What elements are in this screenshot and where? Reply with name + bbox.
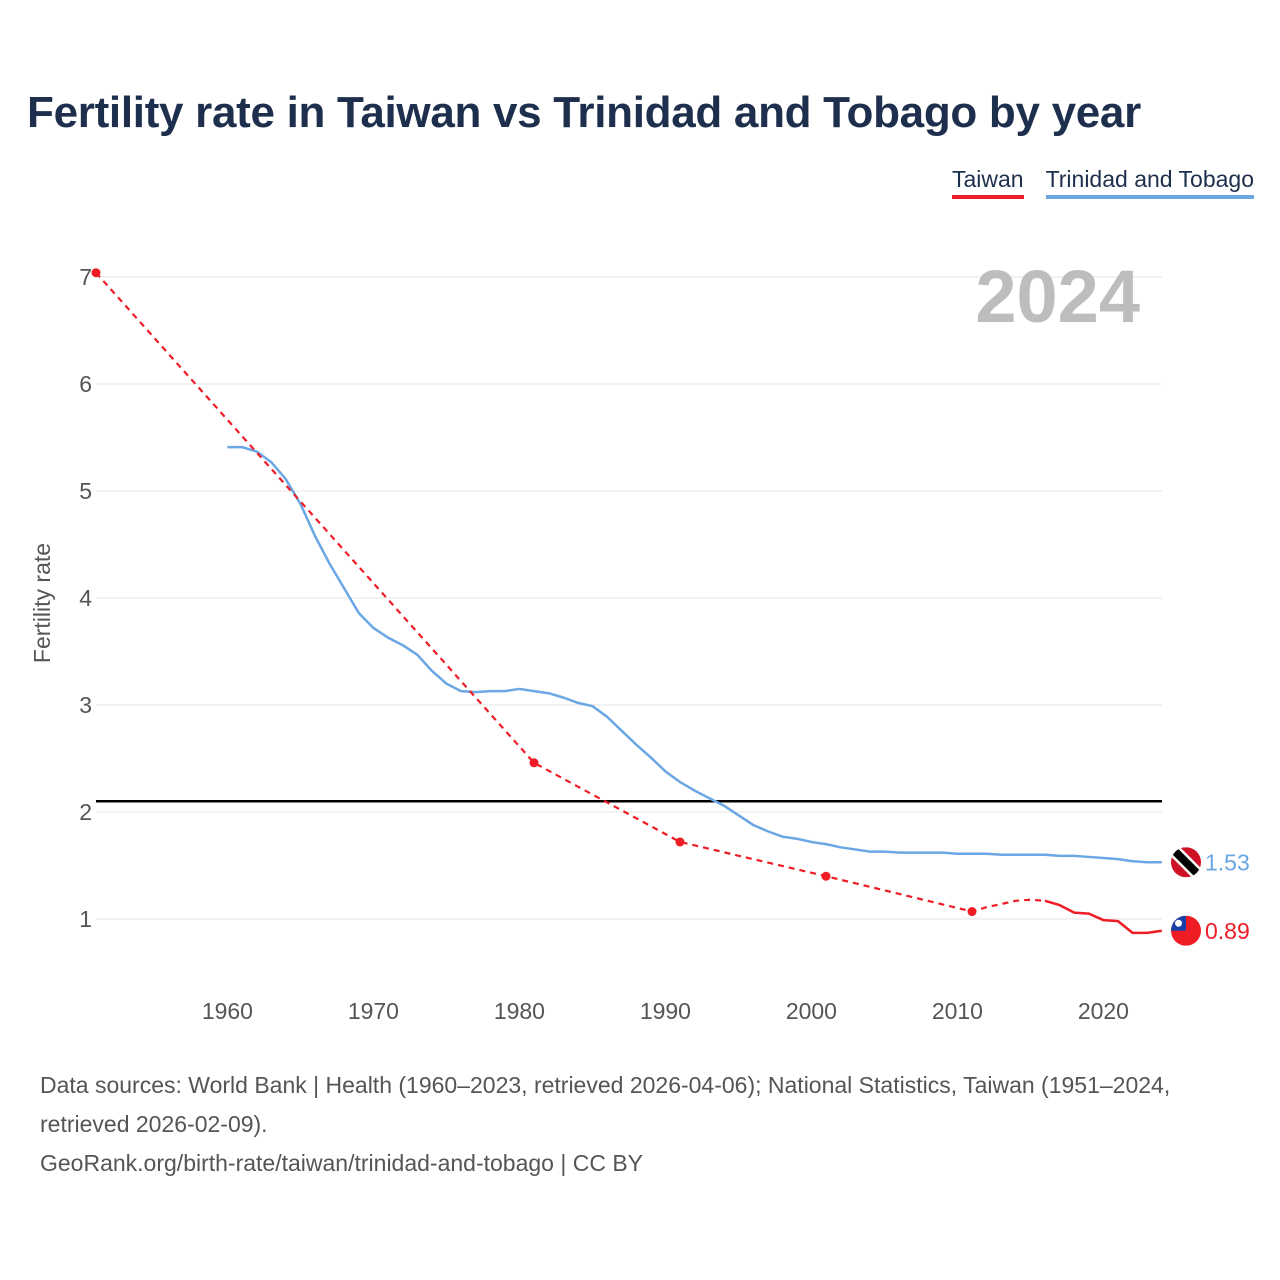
- series-line-taiwan-dashed: [95, 271, 1046, 913]
- taiwan-flag-sun: [1175, 919, 1182, 927]
- end-value-label-taiwan: 0.89: [1205, 918, 1250, 944]
- x-tick-label-2020: 2020: [1078, 998, 1129, 1024]
- trinidad-flag-black-band: [1171, 847, 1201, 878]
- x-tick-label-1970: 1970: [348, 998, 399, 1024]
- y-tick-label-5: 5: [79, 478, 92, 504]
- x-tick-label-1990: 1990: [640, 998, 691, 1024]
- current-year-watermark: 2024: [975, 255, 1140, 338]
- y-tick-label-1: 1: [79, 906, 92, 932]
- end-markers: 1.53 0.89: [1171, 847, 1250, 946]
- chart-title: Fertility rate in Taiwan vs Trinidad and…: [27, 88, 1141, 137]
- taiwan-flag-icon: [1171, 915, 1201, 946]
- x-tick-label-2010: 2010: [932, 998, 983, 1024]
- series-lines: [95, 271, 1162, 935]
- source-link[interactable]: GeoRank.org/birth-rate/taiwan/trinidad-a…: [40, 1150, 644, 1176]
- y-axis-ticks: 1 2 3 4 5 6 7: [79, 264, 92, 932]
- end-value-label-trinidad-and-tobago: 1.53: [1205, 849, 1250, 875]
- trinidad-flag-icon: [1171, 847, 1201, 878]
- x-tick-label-1960: 1960: [202, 998, 253, 1024]
- line-chart: 1 2 3 4 5 6 7 1960 1970 1980 1990 2000 2010 2020 Fer…: [29, 255, 1250, 1024]
- data-point-taiwan-2011: [967, 907, 977, 917]
- y-tick-label-7: 7: [79, 264, 92, 290]
- y-tick-label-3: 3: [79, 692, 92, 718]
- data-point-taiwan-1981: [529, 758, 539, 768]
- x-axis-ticks: 1960 1970 1980 1990 2000 2010 2020: [202, 998, 1129, 1024]
- x-tick-label-2000: 2000: [786, 998, 837, 1024]
- series-line-taiwan: [1044, 899, 1162, 935]
- data-point-taiwan-1951: [91, 268, 101, 278]
- census-markers: [91, 268, 977, 917]
- legend-item-trinidad-and-tobago[interactable]: Trinidad and Tobago: [1045, 166, 1254, 199]
- data-point-taiwan-1991: [675, 837, 685, 847]
- x-tick-label-1980: 1980: [494, 998, 545, 1024]
- footer: Data sources: World Bank | Health (1960–…: [40, 1066, 1250, 1183]
- y-tick-label-6: 6: [79, 371, 92, 397]
- gridlines: [96, 276, 1162, 920]
- series-line-trinidad-and-tobago: [227, 445, 1162, 864]
- legend: Taiwan Trinidad and Tobago: [951, 166, 1254, 199]
- y-axis-label: Fertility rate: [29, 543, 55, 663]
- y-tick-label-2: 2: [79, 799, 92, 825]
- data-point-taiwan-2001: [821, 871, 831, 881]
- legend-item-taiwan[interactable]: Taiwan: [951, 166, 1024, 199]
- data-sources-note: Data sources: World Bank | Health (1960–…: [40, 1072, 1171, 1137]
- y-tick-label-4: 4: [79, 585, 92, 611]
